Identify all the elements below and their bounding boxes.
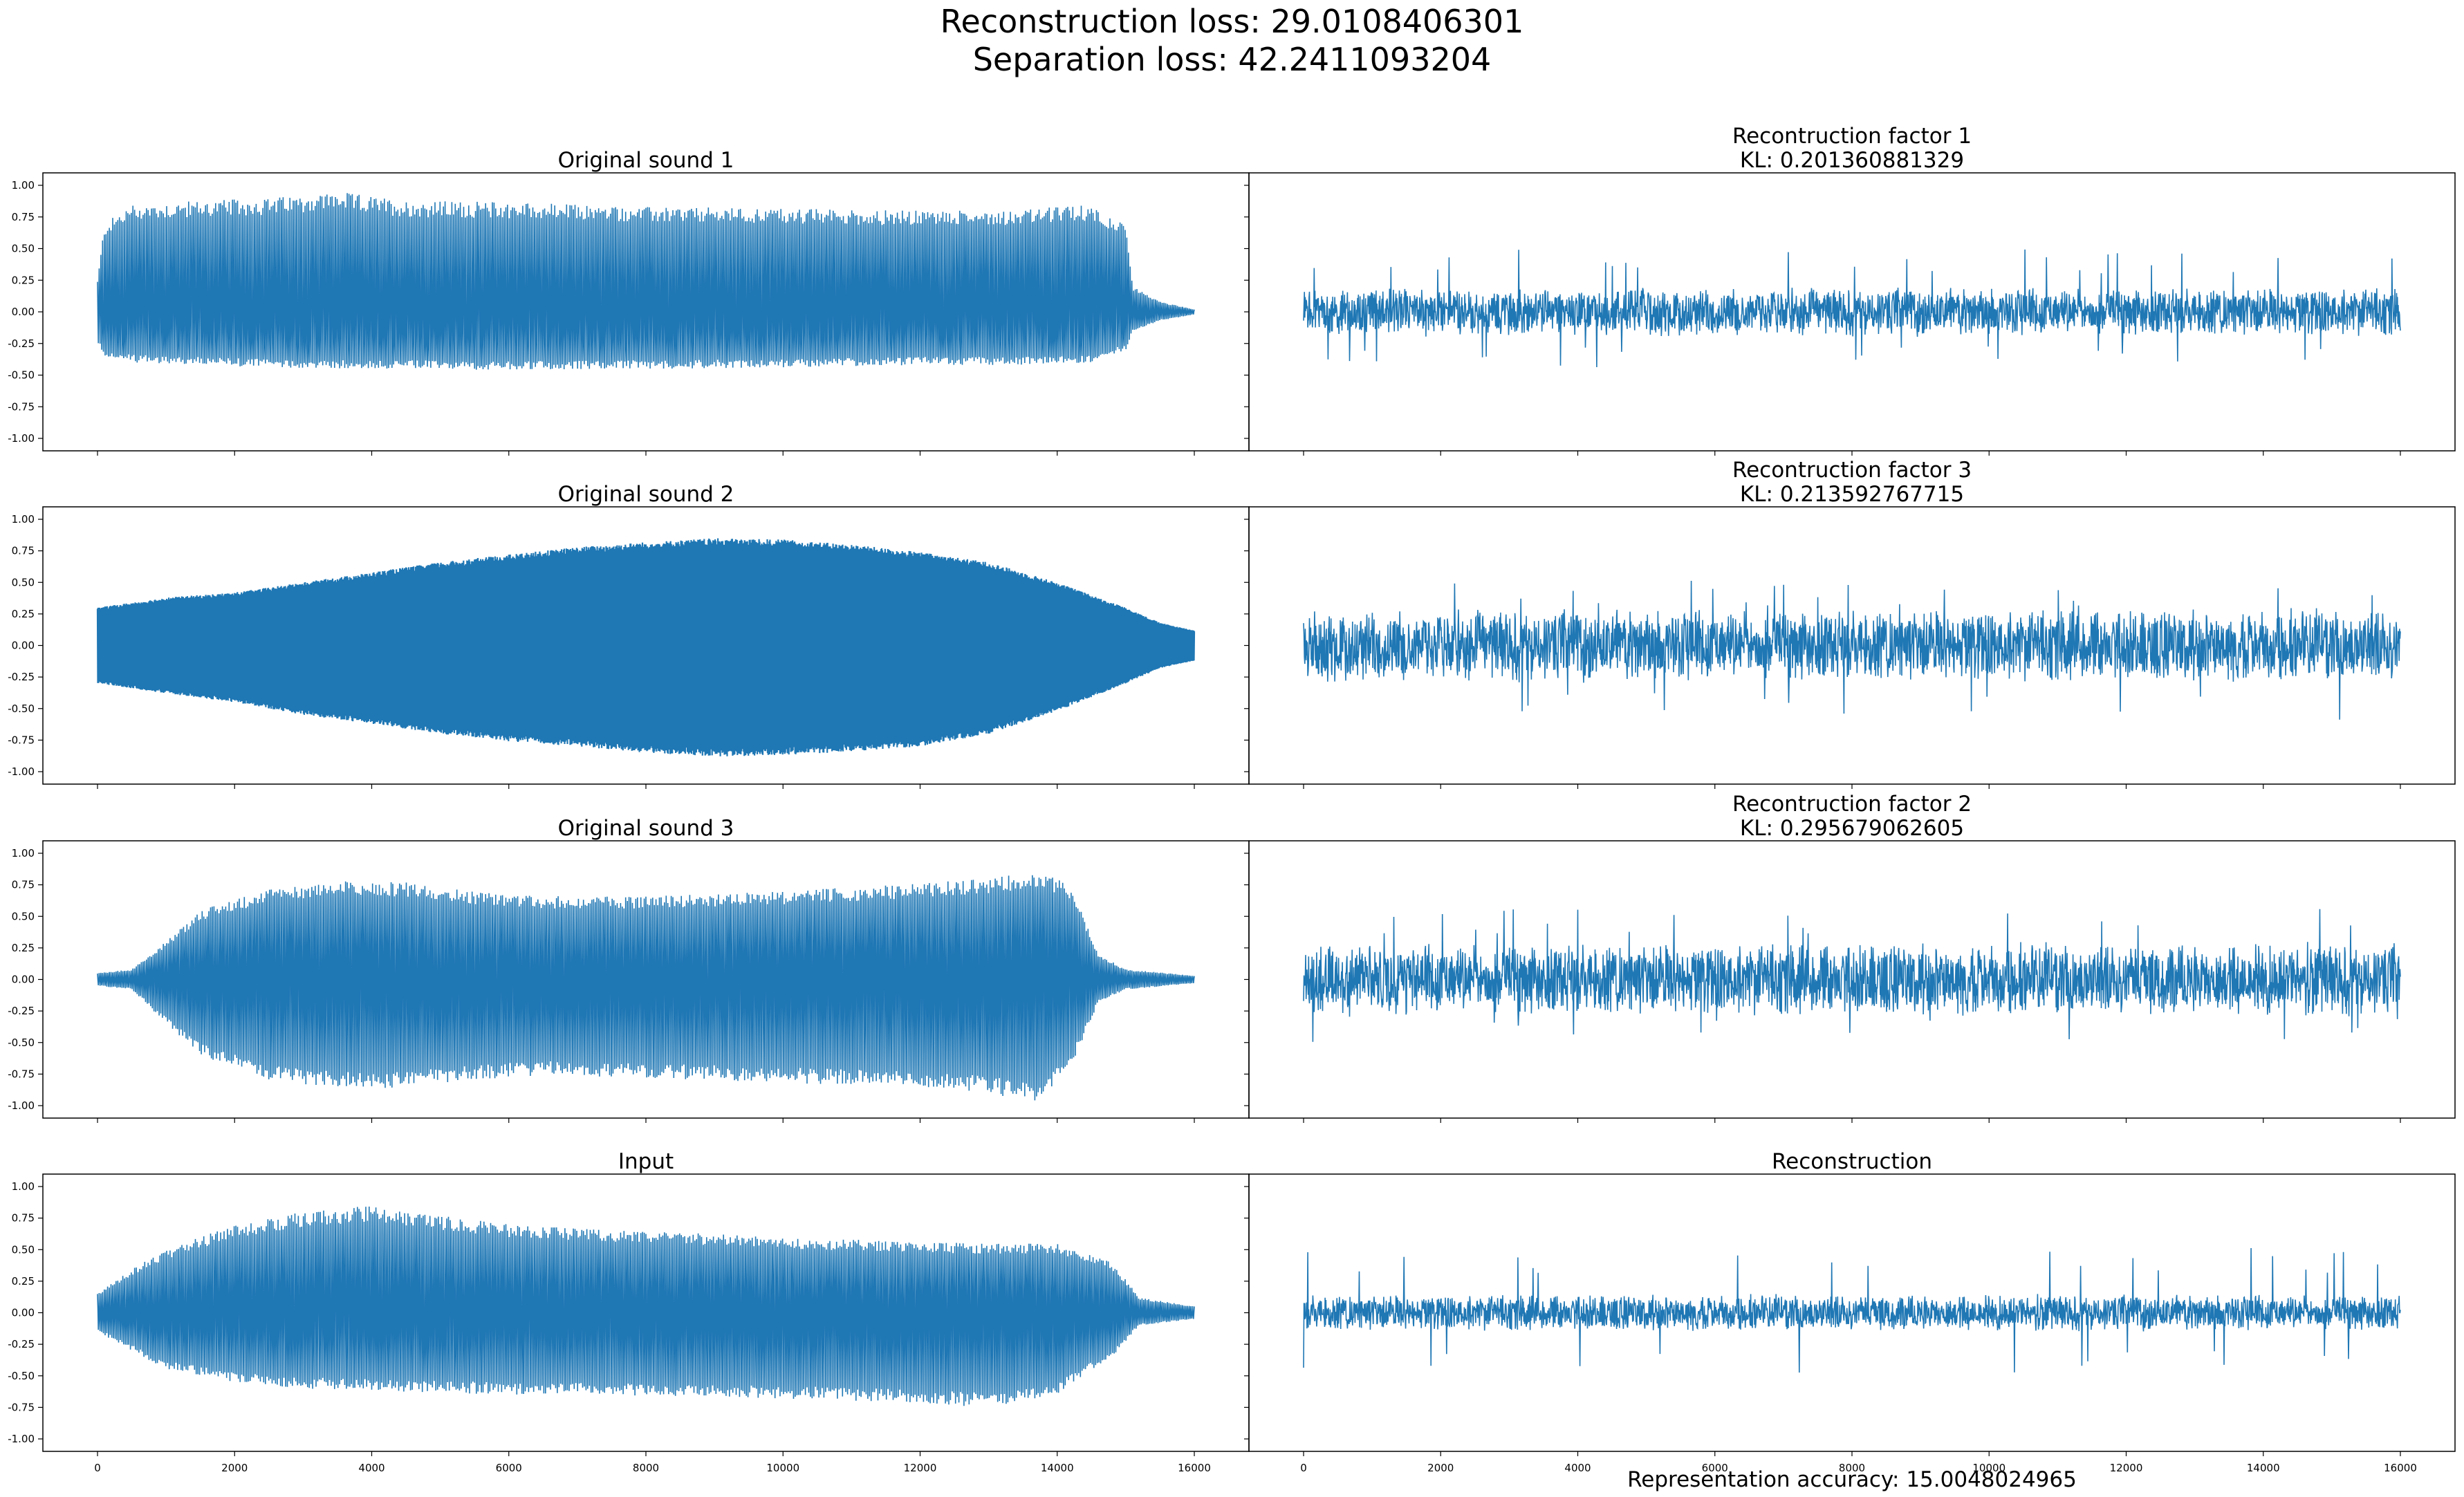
ytick-label: -1.00 — [8, 432, 35, 445]
xtick-label: 0 — [94, 1462, 101, 1474]
subplot-input: 1.00 0.75 0.50 0.25 0.00 -0.25 -0.50 -0.75 -1.00… — [8, 1149, 1250, 1474]
suptitle-separation-loss: Separation loss: 42.2411093204 — [972, 41, 1492, 78]
ytick-label: -1.00 — [8, 1433, 35, 1445]
xtick-label: 6000 — [496, 1462, 522, 1474]
xtick-label: 16000 — [2384, 1462, 2417, 1474]
subplot-title-recon3: KL: 0.213592767715 — [1740, 482, 1964, 507]
ytick-label: 0.25 — [12, 608, 35, 620]
ytick-label: -1.00 — [8, 765, 35, 778]
ytick-label: 0.25 — [12, 942, 35, 954]
ytick-label: -0.25 — [8, 671, 35, 683]
subplot-recon3: Recontruction factor 3KL: 0.213592767715 — [1244, 458, 2456, 789]
xtick-label: 2000 — [221, 1462, 248, 1474]
xtick-label: 12000 — [904, 1462, 937, 1474]
ytick-label: 0.25 — [12, 274, 35, 286]
waveform-line-recon1 — [1303, 249, 2401, 368]
subplot-title-recon2: KL: 0.295679062605 — [1740, 816, 1964, 841]
subplot-title-recon3: Recontruction factor 3 — [1732, 458, 1972, 483]
figure-suptitle: Reconstruction loss: 29.0108406301 Separ… — [0, 3, 2464, 79]
ytick-label: 0.75 — [12, 1212, 35, 1225]
ytick-label: -0.50 — [8, 703, 35, 715]
ytick-label: 1.00 — [12, 847, 35, 859]
waveform-line-recon2 — [1303, 909, 2401, 1042]
subplot-recon2: Recontruction factor 2KL: 0.295679062605 — [1244, 792, 2456, 1123]
subplot-title-recon1: Recontruction factor 1 — [1732, 124, 1972, 149]
xtick-label: 14000 — [1041, 1462, 1074, 1474]
ytick-label: -0.25 — [8, 1005, 35, 1017]
ytick-label: 0.25 — [12, 1275, 35, 1287]
xtick-label: 10000 — [766, 1462, 799, 1474]
ytick-label: 0.75 — [12, 545, 35, 557]
ytick-label: 1.00 — [12, 179, 35, 192]
waveform-line-orig3 — [97, 875, 1195, 1101]
ytick-label: 0.50 — [12, 1243, 35, 1256]
xtick-label: 16000 — [1178, 1462, 1211, 1474]
subplot-title-recon2: Recontruction factor 2 — [1732, 792, 1972, 817]
subplot-title-orig3: Original sound 3 — [558, 816, 734, 841]
subplot-recon: 0 2000 4000 6000 8000 10000 12000 14000 16000 Rec… — [1244, 1149, 2456, 1474]
ytick-label: 0.00 — [12, 640, 35, 652]
subplot-title-recon1: KL: 0.201360881329 — [1740, 148, 1964, 173]
xtick-label: 12000 — [2110, 1462, 2143, 1474]
ytick-label: 0.00 — [12, 1307, 35, 1319]
ytick-label: -0.25 — [8, 1338, 35, 1350]
ytick-label: 0.00 — [12, 306, 35, 318]
subplot-title-recon: Reconstruction — [1772, 1149, 1932, 1174]
representation-accuracy-label: Representation accuracy: 15.0048024965 — [1627, 1467, 2077, 1492]
ytick-label: -0.75 — [8, 1068, 35, 1080]
ytick-label: -0.75 — [8, 400, 35, 413]
subplot-orig2: 1.00 0.75 0.50 0.25 0.00 -0.25 -0.50 -0.75 -1.00… — [8, 482, 1250, 789]
xtick-label: 0 — [1300, 1462, 1307, 1474]
subplot-orig3: 1.00 0.75 0.50 0.25 0.00 -0.25 -0.50 -0.75 -1.00… — [8, 816, 1250, 1123]
xtick-label: 6000 — [1702, 1462, 1728, 1474]
ytick-label: 1.00 — [12, 1180, 35, 1193]
xtick-label: 10000 — [1972, 1462, 2006, 1474]
waveform-line-recon3 — [1303, 580, 2401, 720]
ytick-label: 0.75 — [12, 879, 35, 891]
ytick-label: 0.00 — [12, 974, 35, 986]
ytick-label: -0.50 — [8, 1370, 35, 1382]
ytick-label: -1.00 — [8, 1099, 35, 1112]
subplot-title-orig2: Original sound 2 — [558, 482, 734, 507]
xtick-label: 4000 — [1564, 1462, 1591, 1474]
ytick-label: 0.50 — [12, 576, 35, 588]
ytick-label: -0.75 — [8, 1401, 35, 1413]
xtick-label: 2000 — [1427, 1462, 1454, 1474]
waveform-line-orig2 — [96, 538, 1196, 756]
suptitle-reconstruction-loss: Reconstruction loss: 29.0108406301 — [940, 3, 1524, 40]
ytick-label: 0.50 — [12, 243, 35, 255]
ytick-label: -0.25 — [8, 337, 35, 350]
xtick-label: 8000 — [633, 1462, 659, 1474]
subplot-recon1: Recontruction factor 1KL: 0.201360881329 — [1244, 124, 2456, 456]
ytick-label: -0.50 — [8, 369, 35, 382]
ytick-label: 0.50 — [12, 910, 35, 922]
xtick-label: 4000 — [358, 1462, 385, 1474]
waveform-line-recon — [1303, 1247, 2401, 1373]
ytick-label: 1.00 — [12, 513, 35, 526]
waveform-line-orig1 — [97, 193, 1195, 370]
ytick-label: -0.50 — [8, 1036, 35, 1049]
subplot-title-orig1: Original sound 1 — [558, 148, 734, 173]
ytick-label: 0.75 — [12, 211, 35, 223]
ytick-label: -0.75 — [8, 734, 35, 746]
waveform-line-input — [97, 1206, 1195, 1406]
subplot-orig1: 1.00 0.75 0.50 0.25 0.00 -0.25 -0.50 -0.75 -1.00… — [8, 148, 1250, 456]
xtick-label: 8000 — [1839, 1462, 1865, 1474]
subplot-title-input: Input — [618, 1149, 674, 1174]
xtick-label: 14000 — [2247, 1462, 2280, 1474]
